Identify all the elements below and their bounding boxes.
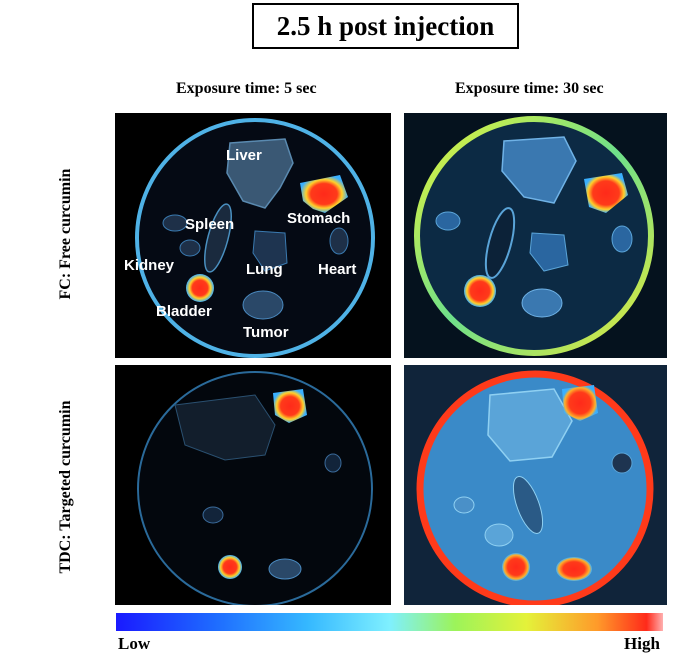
kidney-tissue	[453, 496, 475, 514]
lung-tissue	[529, 232, 569, 272]
row-label-targeted-curcumin: TDC: Targeted curcumin	[57, 400, 74, 574]
lung-tissue	[202, 506, 224, 524]
colorbar-low-label: Low	[118, 634, 151, 653]
heart-tissue	[329, 227, 349, 255]
kidney-tissue	[435, 211, 461, 231]
panel-fc-30sec	[404, 113, 667, 358]
organ-label-stomach: Stomach	[287, 210, 350, 227]
petri-dish	[416, 370, 654, 605]
spleen-tissue	[512, 476, 544, 534]
figure-title: 2.5 h post injection	[252, 3, 519, 49]
bladder-tissue	[186, 274, 214, 302]
column-label-5sec: Exposure time: 5 sec	[176, 80, 317, 97]
lung-tissue	[252, 230, 288, 272]
stomach-tissue	[584, 173, 628, 213]
stomach-tissue	[273, 389, 307, 423]
stomach-tissue	[300, 175, 348, 213]
tumor-tissue	[242, 290, 284, 320]
organ-label-tumor: Tumor	[243, 324, 289, 341]
organ-label-lung: Lung	[246, 261, 283, 278]
row-label-free-curcumin: FC: Free curcumin	[57, 168, 74, 300]
column-label-30sec: Exposure time: 30 sec	[455, 80, 604, 97]
tumor-tissue	[521, 288, 563, 318]
lung-tissue	[484, 523, 514, 547]
tumor-tissue	[556, 557, 592, 581]
organ-label-kidney: Kidney	[124, 257, 175, 274]
liver-tissue	[226, 138, 294, 209]
spleen-tissue	[484, 207, 516, 279]
organ-label-spleen: Spleen	[185, 216, 234, 233]
liver-tissue	[174, 394, 276, 461]
organ-label-heart: Heart	[318, 261, 356, 278]
tumor-tissue	[268, 558, 302, 580]
panel-fc-5sec: Liver Spleen Stomach Kidney Lung Heart B…	[115, 113, 391, 358]
intensity-colorbar	[116, 613, 663, 631]
stomach-tissue	[562, 385, 598, 421]
bladder-tissue	[502, 553, 530, 581]
panel-tdc-30sec	[404, 365, 667, 605]
liver-tissue	[487, 388, 573, 462]
heart-tissue	[324, 453, 342, 473]
organ-label-liver: Liver	[226, 147, 262, 164]
bladder-tissue	[218, 555, 242, 579]
kidney-tissue-2	[179, 239, 201, 257]
organ-label-bladder: Bladder	[156, 303, 212, 320]
spleen-tissue	[204, 203, 232, 273]
bladder-tissue	[464, 275, 496, 307]
heart-tissue	[611, 452, 633, 474]
kidney-tissue	[162, 214, 188, 232]
colorbar-high-label: High	[624, 634, 660, 653]
panel-tdc-5sec	[115, 365, 391, 605]
liver-tissue	[501, 136, 577, 204]
heart-tissue	[611, 225, 633, 253]
